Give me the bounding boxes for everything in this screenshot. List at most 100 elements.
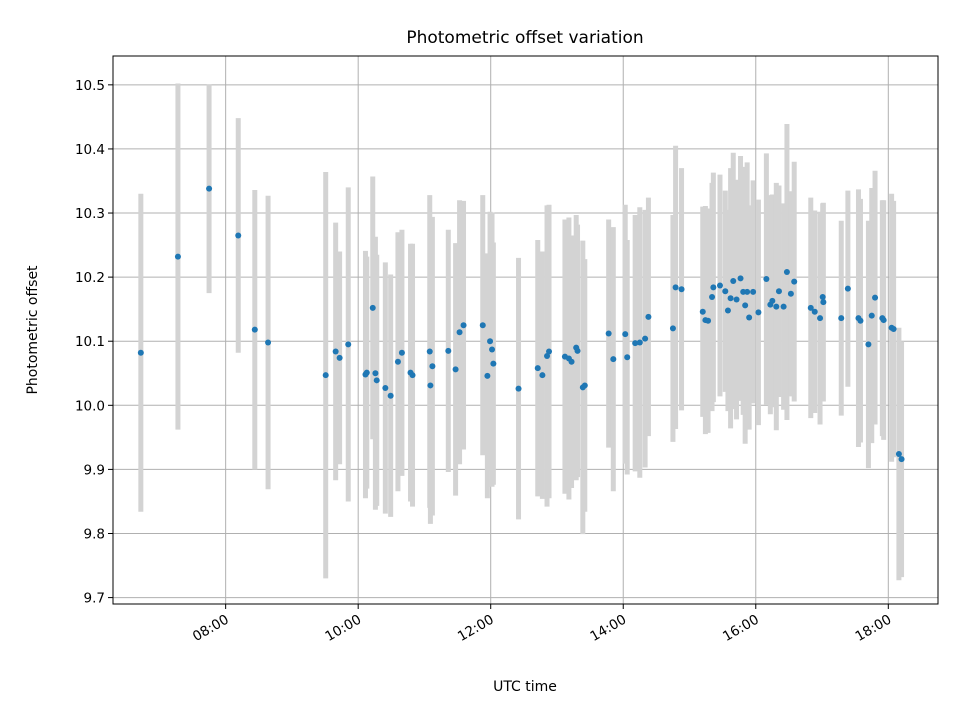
data-point — [727, 295, 734, 302]
data-point — [746, 314, 753, 321]
data-point — [672, 284, 679, 291]
data-point — [742, 302, 749, 309]
grid-lines — [113, 56, 938, 604]
y-tick-label: 10.3 — [75, 206, 105, 222]
data-point — [716, 282, 723, 289]
data-point — [489, 346, 496, 353]
data-point — [733, 296, 740, 303]
y-axis-ticks: 9.7 9.8 9.9 10.0 10.1 10.2 10.3 10.4 10.5 — [75, 78, 113, 607]
data-point — [783, 268, 790, 275]
y-axis-label: Photometric offset — [25, 265, 41, 395]
data-point — [345, 341, 352, 348]
data-point — [636, 339, 643, 346]
data-point — [363, 369, 370, 376]
data-point — [838, 315, 845, 322]
data-point — [546, 348, 553, 355]
data-point — [452, 366, 459, 373]
data-point — [624, 354, 631, 361]
y-tick-label: 10.4 — [75, 142, 105, 158]
y-tick-label: 10.0 — [75, 398, 105, 414]
data-point — [605, 330, 612, 337]
data-point — [678, 286, 685, 293]
data-point — [895, 451, 902, 458]
data-point — [484, 372, 491, 379]
data-point — [775, 288, 782, 295]
data-point — [479, 322, 486, 329]
data-point — [705, 317, 712, 324]
data-point — [773, 303, 780, 310]
data-point — [206, 185, 213, 192]
data-point — [645, 313, 652, 320]
data-point — [382, 385, 389, 392]
data-point — [369, 304, 376, 311]
data-point — [235, 232, 242, 239]
data-point — [251, 326, 258, 333]
data-point — [456, 329, 463, 336]
data-point — [336, 354, 343, 361]
data-point — [174, 253, 181, 260]
data-point — [844, 285, 851, 292]
y-tick-label: 9.9 — [84, 462, 105, 478]
data-point — [880, 317, 887, 324]
data-point — [429, 363, 436, 370]
data-point — [515, 385, 522, 392]
data-point — [722, 288, 729, 295]
data-point — [755, 309, 762, 316]
data-point — [137, 349, 144, 356]
data-point — [394, 358, 401, 365]
data-point — [372, 370, 379, 377]
data-point — [819, 293, 826, 300]
data-point — [581, 382, 588, 389]
data-point — [398, 349, 405, 356]
data-point — [544, 352, 551, 359]
data-point — [780, 303, 787, 310]
data-point — [807, 304, 814, 311]
data-point — [699, 308, 706, 315]
data-point — [622, 331, 629, 338]
data-point — [737, 275, 744, 282]
data-point — [710, 284, 717, 291]
data-point — [373, 377, 380, 384]
data-point — [534, 365, 541, 372]
data-point — [817, 315, 824, 322]
data-point — [568, 358, 575, 365]
data-point — [669, 325, 676, 332]
data-point — [445, 347, 452, 354]
data-point — [409, 372, 416, 379]
data-point — [868, 312, 875, 319]
data-point — [709, 293, 716, 300]
data-point — [857, 317, 864, 324]
plot-frame — [112, 55, 939, 605]
data-point — [744, 288, 751, 295]
data-point — [427, 382, 434, 389]
data-point — [632, 340, 639, 347]
data-point — [791, 278, 798, 285]
y-tick-label: 10.2 — [75, 270, 105, 286]
data-point — [265, 339, 272, 346]
data-point — [642, 335, 649, 342]
data-point — [487, 338, 494, 345]
data-point — [332, 348, 339, 355]
data-points — [137, 185, 905, 463]
data-point — [872, 294, 879, 301]
data-point — [322, 372, 329, 379]
y-tick-label: 10.5 — [75, 78, 105, 94]
data-point — [387, 392, 394, 399]
data-point — [811, 308, 818, 315]
data-point — [898, 456, 905, 463]
y-tick-label: 10.1 — [75, 334, 105, 350]
data-point — [769, 297, 776, 304]
chart-title: Photometric offset variation — [406, 28, 643, 48]
data-point — [820, 299, 827, 306]
data-point — [750, 288, 757, 295]
data-point — [490, 360, 497, 367]
y-tick-label: 9.8 — [84, 526, 105, 542]
data-point — [610, 356, 617, 363]
data-point — [574, 347, 581, 354]
data-point — [890, 326, 897, 333]
data-point — [539, 372, 546, 379]
data-point — [763, 276, 770, 283]
data-point — [426, 348, 433, 355]
